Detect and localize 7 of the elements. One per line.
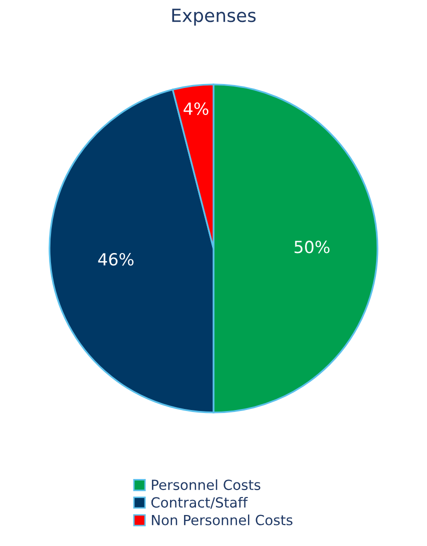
data-label: 50%: [294, 240, 330, 254]
legend-label: Non Personnel Costs: [152, 514, 292, 526]
chart-title: Expenses: [172, 8, 256, 26]
legend-label: Personnel Costs: [152, 479, 260, 490]
data-label: 4%: [184, 102, 208, 115]
data-label: 46%: [98, 252, 134, 266]
legend-label: Contract/Staff: [151, 496, 248, 509]
